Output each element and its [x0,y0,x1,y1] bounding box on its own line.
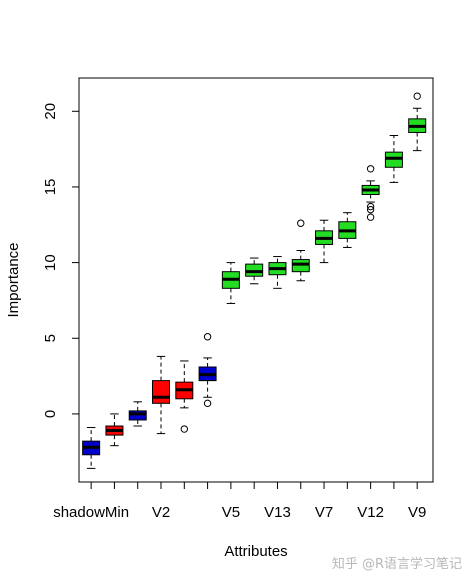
outlier-point [203,399,212,408]
y-axis: 0 5 10 15 20 [42,103,79,418]
outlier-point [366,213,375,221]
box-confirmed [291,259,310,273]
y-tick-label: 5 [42,334,59,342]
outlier-point [180,425,189,433]
x-axis-title: Attributes [224,543,287,560]
x-tick-label: V13 [264,504,291,521]
plot-frame [78,77,434,483]
outlier-point [203,333,212,341]
x-tick-label: V5 [222,504,240,521]
y-tick-label: 0 [42,410,59,418]
y-tick-label: 10 [42,254,59,271]
box-shadow [128,410,147,421]
y-tick-label: 20 [42,103,59,120]
x-tick-label: V9 [408,504,426,521]
y-tick-label: 15 [42,179,59,196]
box-confirmed [245,263,264,277]
watermark: 知乎 @R语言学习笔记 [331,557,462,572]
y-axis-title: Importance [5,242,22,317]
outlier-point [297,219,305,227]
outlier-point [413,92,421,100]
x-axis: shadowMin V2 V5 V13 V7 V12 V9 [53,482,426,521]
x-tick-label: shadowMin [53,504,129,521]
outlier-point [366,205,375,214]
x-tick-label: V2 [152,504,170,521]
box-confirmed [384,151,403,168]
outlier-point [366,165,375,173]
outlier-point [366,202,375,211]
box-rejected [152,380,171,404]
x-tick-label: V7 [315,504,333,521]
x-tick-label: V12 [357,504,384,521]
